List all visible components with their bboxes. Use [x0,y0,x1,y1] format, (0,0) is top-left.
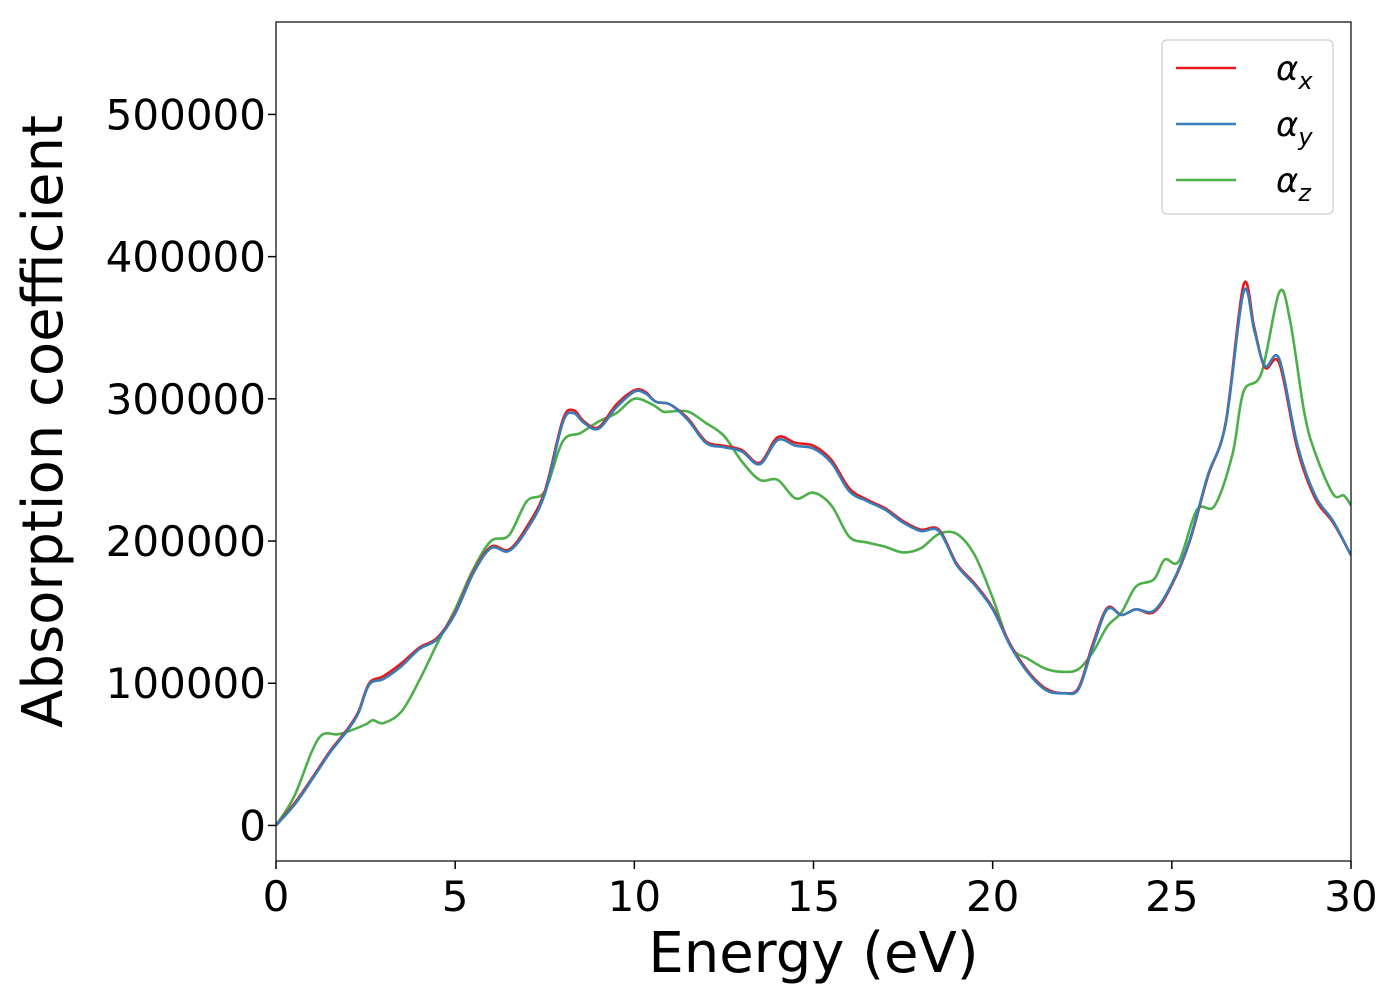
y-tick-label: 200000 [106,517,266,566]
series-line-z [276,288,1351,827]
x-axis-title: Energy (eV) [648,921,978,986]
y-axis-title: Absorption coefficient [11,115,76,728]
legend-label-y: αy [1276,105,1313,151]
x-tick-label: 15 [787,872,840,921]
legend-label-z: αz [1276,161,1312,207]
y-tick-label: 0 [239,801,266,850]
plot-area-frame [275,21,1352,862]
series-line-y [276,287,1351,827]
x-tick-label: 10 [608,872,661,921]
legend-box [1161,39,1334,215]
y-tick-label: 100000 [106,659,266,708]
legend: αx αy αz [1161,39,1334,215]
x-tick-label: 0 [263,872,290,921]
x-tick-label: 30 [1324,872,1377,921]
x-tick-label: 20 [966,872,1019,921]
legend-label-x: αx [1276,49,1313,95]
y-tick-label: 400000 [106,233,266,282]
x-tick-label: 25 [1145,872,1198,921]
axis-ticks: 0 5 10 15 20 25 30 0 100000 200000 300000 400000 500… [106,90,1378,921]
x-tick-label: 5 [442,872,469,921]
y-tick-label: 500000 [106,90,266,139]
series-lines [276,280,1351,827]
y-tick-label: 300000 [106,375,266,424]
series-line-x [276,280,1351,827]
